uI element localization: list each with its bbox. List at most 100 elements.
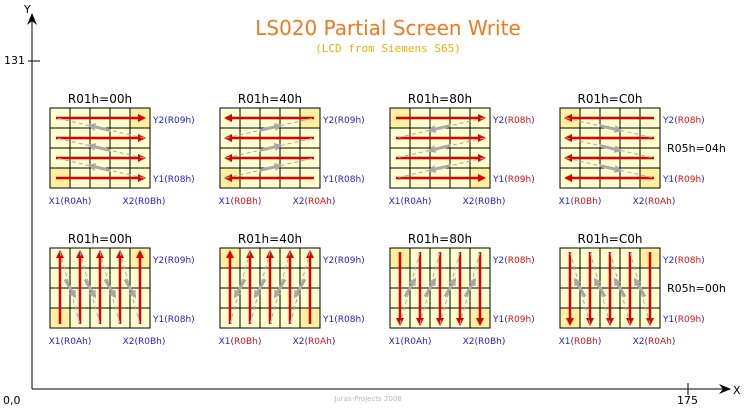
label-y2-name: Y2( [322, 256, 338, 266]
label-x2-name: X2( [123, 337, 138, 347]
label-y2-name: Y2( [322, 116, 338, 126]
credit-text: Juras-Projects 2008 [333, 395, 401, 403]
label-x1-paren: ) [598, 337, 602, 347]
label-y1-register: R09h [678, 315, 701, 325]
diagram-title: LS020 Partial Screen Write [255, 16, 521, 40]
label-y1-register: R08h [338, 175, 361, 185]
label-x2-register: R0Ah [648, 197, 672, 207]
label-x1-register: R0Ah [404, 197, 428, 207]
label-x2-paren: ) [672, 197, 676, 207]
y-max-label: 131 [4, 54, 25, 67]
label-x1-register: R0Bh [574, 337, 598, 347]
label-x2-register: R0Bh [138, 197, 162, 207]
label-x2: X2(R0Ah) [293, 197, 336, 207]
label-x1-paren: ) [428, 337, 432, 347]
retrace-arrow-gray [259, 163, 283, 172]
label-y2-register: R08h [678, 116, 701, 126]
label-y1-paren: ) [361, 315, 365, 325]
label-y2-paren: ) [361, 116, 365, 126]
grid-border [389, 107, 491, 189]
label-x1-paren: ) [88, 337, 92, 347]
retrace-arrow-gray [259, 123, 283, 132]
label-x1-register: R0Bh [574, 197, 598, 207]
label-y1-name: Y1( [322, 315, 338, 325]
grid-border [49, 247, 151, 329]
label-x2: X2(R0Bh) [463, 337, 506, 347]
label-x2-paren: ) [672, 337, 676, 347]
label-x2-register: R0Ah [648, 337, 672, 347]
label-x2-paren: ) [332, 197, 336, 207]
retrace-arrow-gray [633, 277, 647, 298]
label-y1-paren: ) [191, 175, 195, 185]
label-x2-name: X2( [293, 197, 308, 207]
label-x2: X2(R0Bh) [123, 197, 166, 207]
retrace-arrow-gray [293, 278, 307, 299]
grid-border [219, 107, 321, 189]
label-y1-paren: ) [531, 315, 535, 325]
label-y2-name: Y2( [662, 116, 678, 126]
label-y1-paren: ) [531, 175, 535, 185]
label-x2-register: R0Ah [308, 337, 332, 347]
panel-header: R01h=80h [408, 92, 472, 106]
label-x1-paren: ) [88, 197, 92, 207]
label-x2-register: R0Bh [478, 337, 502, 347]
label-x1-register: R0Bh [234, 337, 258, 347]
retrace-arrow-gray [259, 143, 283, 152]
label-x1-name: X1( [219, 197, 234, 207]
label-x2-paren: ) [502, 197, 506, 207]
label-y1-name: Y1( [152, 315, 168, 325]
label-x2-name: X2( [463, 337, 478, 347]
label-x1: X1(R0Bh) [219, 197, 262, 207]
label-y2: Y2(R08h) [662, 256, 705, 266]
panel-header: R01h=00h [68, 232, 132, 246]
label-y1-name: Y1( [662, 175, 678, 185]
label-x1-paren: ) [258, 337, 262, 347]
retrace-arrow-gray [463, 277, 477, 298]
x-axis-label: X [733, 384, 741, 397]
label-x1-register: R0Ah [64, 337, 88, 347]
label-x1: X1(R0Ah) [389, 197, 432, 207]
row-mode-label: R05h=00h [667, 282, 726, 295]
retrace-arrow-gray [273, 278, 287, 299]
label-y1-paren: ) [701, 175, 705, 185]
label-y2-paren: ) [361, 256, 365, 266]
retrace-arrow-gray [599, 144, 623, 153]
label-y1-name: Y1( [152, 175, 168, 185]
row-mode-label: R05h=04h [667, 142, 726, 155]
label-y2-name: Y2( [492, 256, 508, 266]
label-y2-register: R08h [678, 256, 701, 266]
label-x2: X2(R0Bh) [463, 197, 506, 207]
label-x1-name: X1( [389, 337, 404, 347]
label-y1-name: Y1( [662, 315, 678, 325]
label-y2: Y2(R09h) [152, 256, 195, 266]
label-y2-name: Y2( [492, 116, 508, 126]
label-y1-register: R09h [678, 175, 701, 185]
retrace-arrow-gray [593, 277, 607, 298]
retrace-arrow-gray [87, 123, 111, 132]
label-y2-register: R08h [508, 116, 531, 126]
label-y1: Y1(R09h) [492, 175, 535, 185]
label-y2: Y2(R09h) [322, 116, 365, 126]
diagram-subtitle: (LCD from Siemens S65) [315, 42, 461, 55]
label-y2: Y2(R08h) [662, 116, 705, 126]
retrace-arrow-gray [63, 278, 77, 299]
retrace-arrow-gray [427, 164, 451, 173]
label-x1-name: X1( [219, 337, 234, 347]
label-y1-register: R08h [168, 175, 191, 185]
label-y1: Y1(R08h) [152, 315, 195, 325]
retrace-arrow-gray [83, 278, 97, 299]
panel-header: R01h=80h [408, 232, 472, 246]
label-x2-paren: ) [162, 337, 166, 347]
label-y2-name: Y2( [152, 116, 168, 126]
label-y2: Y2(R08h) [492, 116, 535, 126]
label-x2-register: R0Bh [138, 337, 162, 347]
retrace-arrow-gray [599, 124, 623, 133]
panel-header: R01h=40h [238, 232, 302, 246]
retrace-arrow-gray [423, 277, 437, 298]
label-y1-name: Y1( [492, 175, 508, 185]
